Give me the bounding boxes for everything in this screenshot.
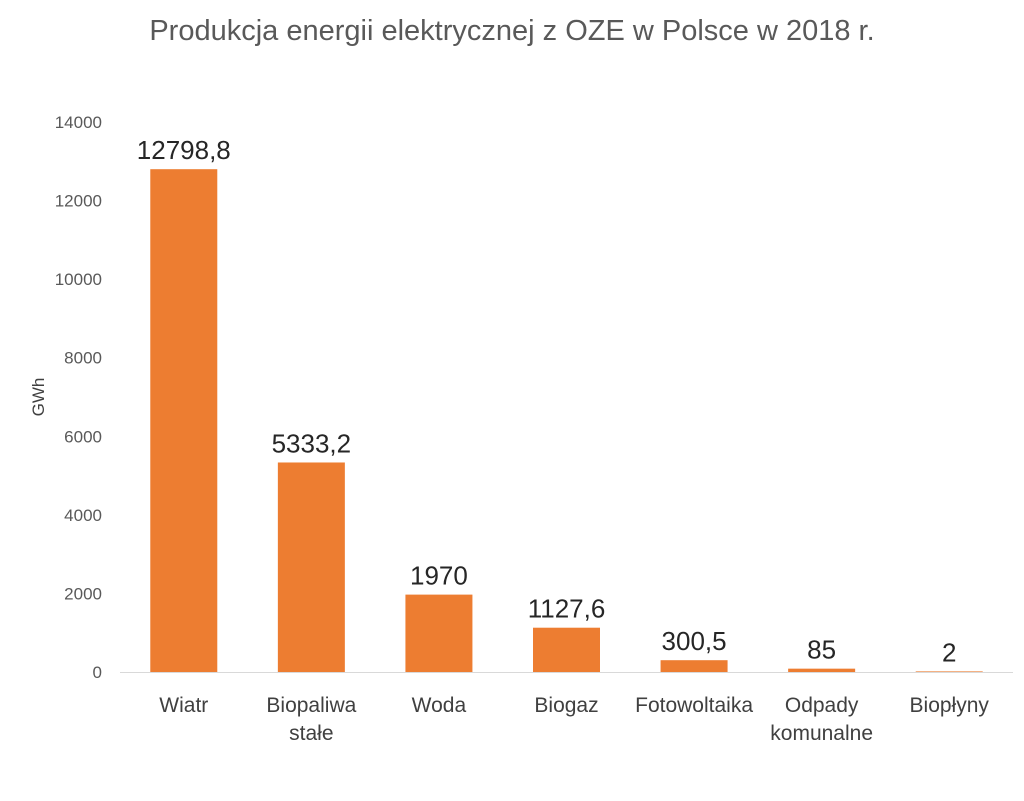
- data-label: 2: [942, 637, 956, 667]
- y-tick-label: 12000: [55, 192, 102, 211]
- y-tick-label: 0: [93, 663, 102, 682]
- bar: [533, 627, 600, 672]
- bars: [150, 169, 983, 672]
- y-tick-label: 4000: [64, 506, 102, 525]
- y-axis-ticks: 0 2000 4000 6000 8000 10000 12000 14000: [55, 113, 102, 682]
- y-tick-label: 10000: [55, 270, 102, 289]
- x-axis-ticks: Wiatr Biopaliwa stałe Woda Biogaz Fotowoltaik…: [159, 694, 989, 745]
- bar: [405, 594, 473, 672]
- x-tick-label: Fotowoltaika: [635, 694, 753, 717]
- bar: [150, 169, 218, 672]
- data-labels: 12798,8 5333,2 1970 1127,6 300,5 85 2: [137, 135, 957, 667]
- y-tick-label: 8000: [64, 349, 102, 368]
- data-label: 1127,6: [528, 594, 606, 624]
- data-label: 12798,8: [137, 135, 231, 165]
- x-tick-label: Biogaz: [534, 694, 598, 717]
- bar: [660, 660, 728, 672]
- data-label: 5333,2: [272, 428, 352, 458]
- bar: [915, 671, 983, 672]
- y-tick-label: 14000: [55, 113, 102, 132]
- data-label: 1970: [410, 561, 468, 591]
- x-tick-label: Wiatr: [159, 694, 208, 717]
- bar: [277, 462, 345, 672]
- x-tick-label: Biopłyny: [910, 694, 990, 717]
- y-axis-label: GWh: [29, 378, 48, 417]
- data-label: 85: [807, 635, 836, 665]
- y-tick-label: 2000: [64, 584, 102, 603]
- bar: [788, 668, 856, 672]
- data-label: 300,5: [662, 626, 727, 656]
- x-tick-label: Odpady komunalne: [770, 694, 873, 745]
- x-tick-label: Woda: [412, 694, 467, 717]
- chart-title: Produkcja energii elektrycznej z OZE w P…: [149, 15, 874, 47]
- x-tick-label: Biopaliwa stałe: [266, 694, 356, 745]
- y-tick-label: 6000: [64, 427, 102, 446]
